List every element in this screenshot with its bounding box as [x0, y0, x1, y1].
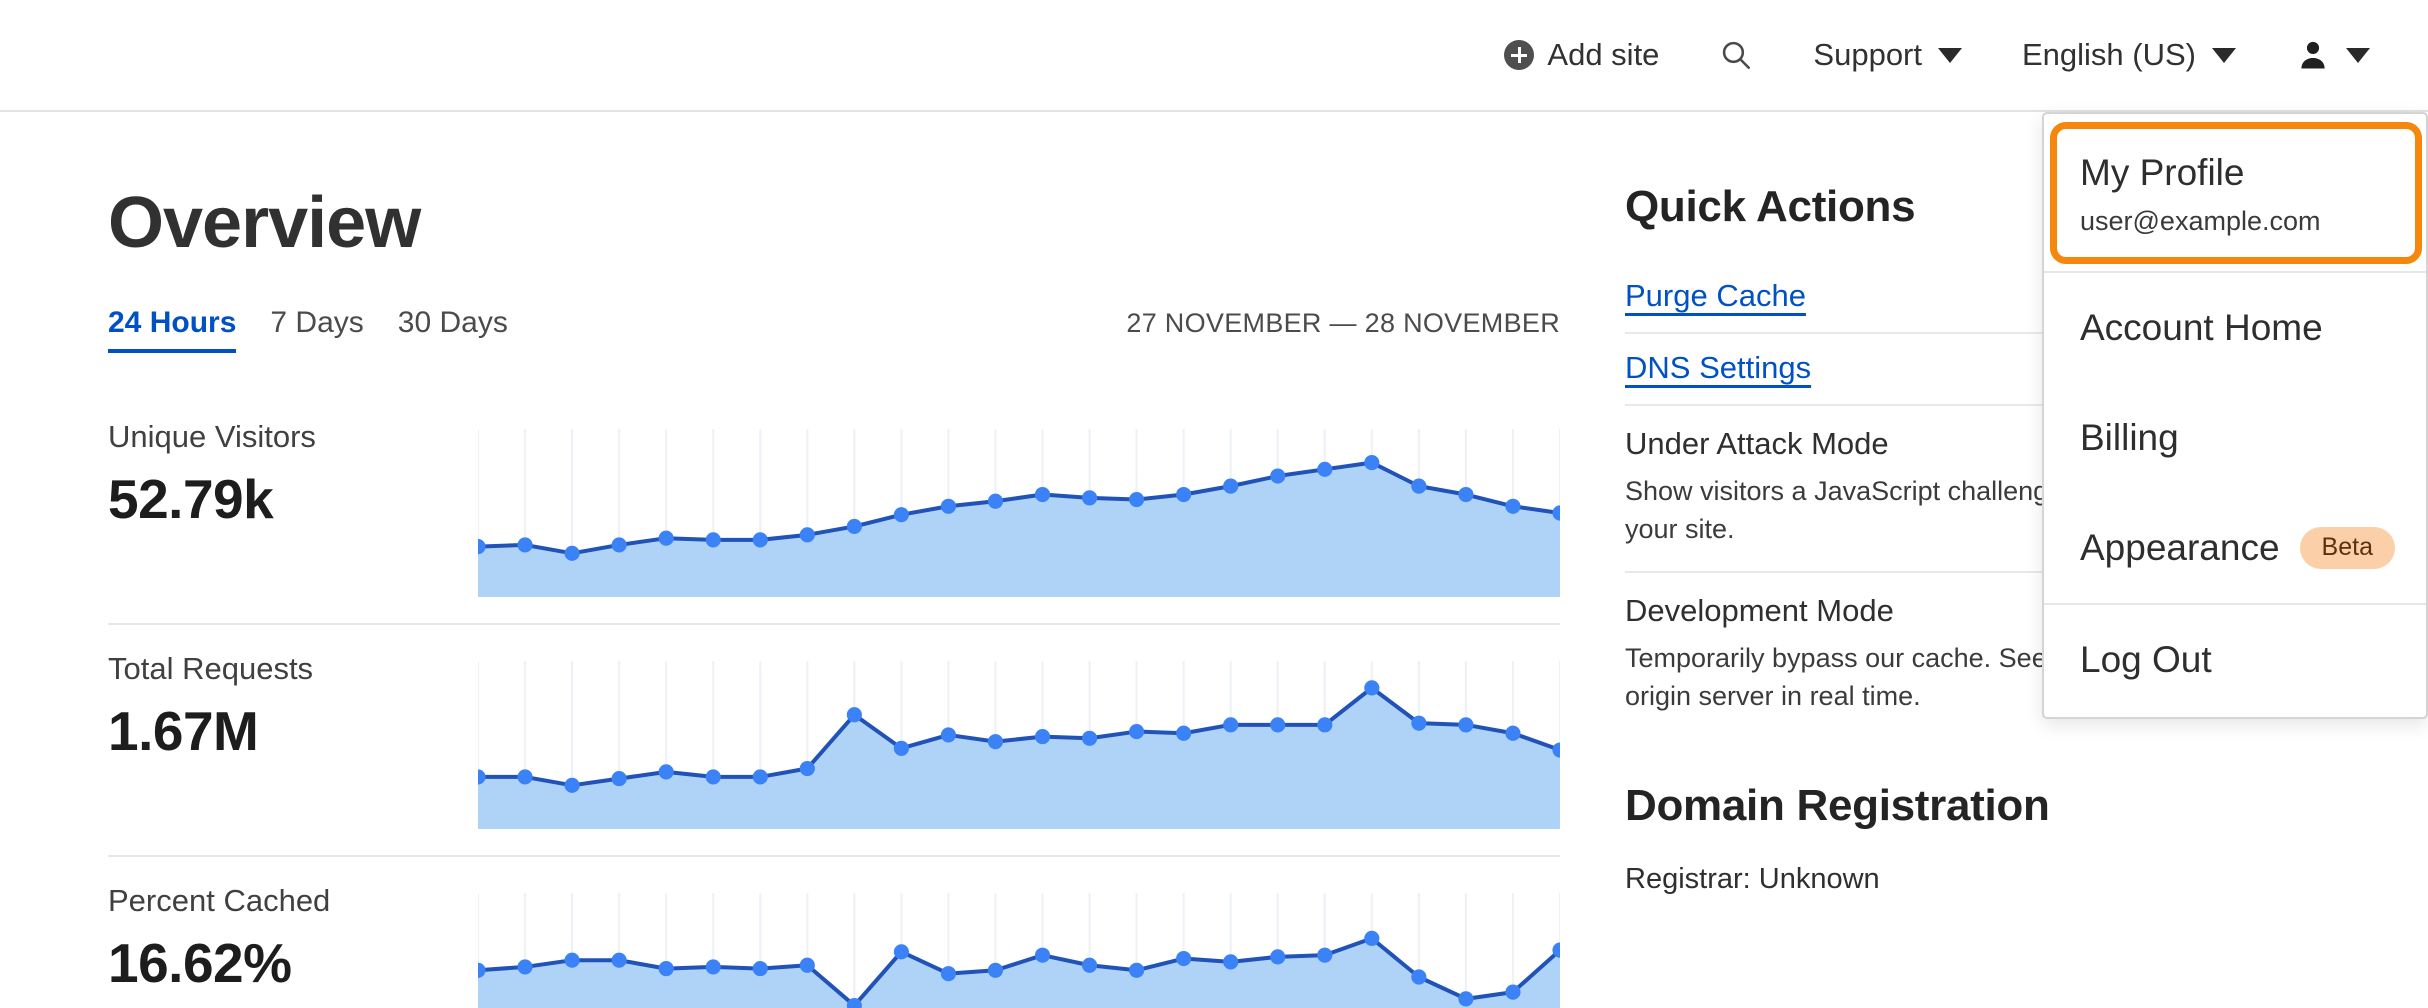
tab-24-hours[interactable]: 24 Hours: [108, 306, 237, 353]
purge-cache-link[interactable]: Purge Cache: [1625, 278, 1806, 313]
quick-action-link-row: DNS Settings: [1625, 334, 2285, 406]
dropdown-item-billing[interactable]: Billing: [2044, 383, 2426, 493]
add-site-label: Add site: [1547, 37, 1660, 72]
sparkline-svg: [478, 661, 1560, 829]
quick-action-title: Development Mode: [1625, 592, 1894, 628]
dropdown-item-label: Account Home: [2080, 307, 2323, 348]
chevron-down-icon: [1938, 47, 1962, 63]
tab-30-days[interactable]: 30 Days: [397, 306, 508, 339]
timerange-tabs-row: 24 Hours 7 Days 30 Days 27 NOVEMBER — 28…: [108, 306, 1560, 353]
support-label: Support: [1813, 37, 1922, 72]
user-avatar-icon: [2301, 41, 2325, 69]
top-navigation-bar: Add site Support English (US): [0, 0, 2428, 112]
metric-row: Total Requests 1.67M: [108, 625, 1560, 857]
main-content: Overview 24 Hours 7 Days 30 Days 27 NOVE…: [0, 112, 2428, 1008]
sparkline-percent-cached: [478, 879, 1560, 1008]
top-nav-items: Add site Support English (US): [1474, 37, 2428, 73]
metrics-list: Unique Visitors 52.79k Total Requests 1.…: [108, 393, 1560, 1008]
profile-email: user@example.com: [2080, 206, 2321, 236]
support-menu[interactable]: Support: [1783, 37, 1992, 73]
timerange-tabs: 24 Hours 7 Days 30 Days: [108, 306, 508, 353]
quick-action-link-row: Purge Cache: [1625, 262, 2285, 334]
language-menu[interactable]: English (US): [1992, 37, 2266, 73]
language-label: English (US): [2022, 37, 2196, 72]
metric-info: Unique Visitors 52.79k: [108, 415, 478, 531]
metric-value: 52.79k: [108, 468, 274, 530]
sparkline-svg: [478, 893, 1560, 1008]
registrar-line: Registrar: Unknown: [1625, 863, 1880, 896]
search-icon: [1723, 41, 1751, 70]
sparkline-total-requests: [478, 647, 1560, 829]
dropdown-item-account-home[interactable]: Account Home: [2044, 273, 2426, 383]
sparkline-svg: [478, 429, 1560, 597]
overview-panel: Overview 24 Hours 7 Days 30 Days 27 NOVE…: [108, 182, 1568, 1008]
tab-7-days[interactable]: 7 Days: [270, 306, 364, 339]
dns-settings-link[interactable]: DNS Settings: [1625, 350, 1812, 385]
profile-menu-button[interactable]: [2266, 38, 2400, 72]
metric-info: Total Requests 1.67M: [108, 647, 478, 763]
dropdown-item-my-profile[interactable]: My Profile user@example.com: [2044, 114, 2426, 273]
dropdown-item-appearance[interactable]: Appearance Beta: [2044, 493, 2426, 605]
metric-value: 16.62%: [108, 932, 292, 994]
dropdown-item-label: Log Out: [2080, 639, 2212, 680]
domain-registration-section: Domain Registration Registrar: Unknown: [1625, 781, 2325, 896]
chevron-down-icon: [2346, 47, 2370, 63]
sparkline-unique-visitors: [478, 415, 1560, 597]
domain-registration-title: Domain Registration: [1625, 781, 2050, 831]
date-range-label: 27 NOVEMBER — 28 NOVEMBER: [1126, 308, 1560, 338]
page-title: Overview: [108, 183, 421, 263]
metric-label: Percent Cached: [108, 883, 331, 918]
metric-label: Total Requests: [108, 651, 314, 686]
metric-row: Percent Cached 16.62%: [108, 857, 1560, 1008]
dropdown-item-label: Billing: [2080, 417, 2179, 458]
quick-actions-title: Quick Actions: [1625, 182, 1916, 231]
metric-value: 1.67M: [108, 700, 259, 762]
dropdown-item-label: Appearance: [2080, 527, 2280, 568]
add-site-button[interactable]: Add site: [1474, 37, 1689, 73]
metric-info: Percent Cached 16.62%: [108, 879, 478, 995]
profile-dropdown-menu: My Profile user@example.com Account Home…: [2042, 112, 2428, 719]
beta-badge: Beta: [2299, 527, 2395, 569]
plus-circle-icon: [1504, 40, 1535, 70]
profile-name: My Profile: [2080, 152, 2245, 193]
dropdown-item-log-out[interactable]: Log Out: [2044, 605, 2426, 715]
chevron-down-icon: [2212, 47, 2236, 63]
metric-row: Unique Visitors 52.79k: [108, 393, 1560, 625]
quick-action-title: Under Attack Mode: [1625, 426, 1889, 461]
search-button[interactable]: [1689, 38, 1783, 72]
sidebar-panel: Quick Actions Purge Cache DNS Settings U…: [1625, 182, 2325, 896]
metric-label: Unique Visitors: [108, 419, 316, 454]
